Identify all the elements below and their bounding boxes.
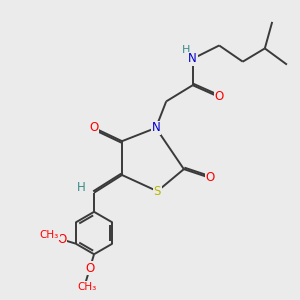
Text: N: N — [152, 122, 160, 134]
Text: S: S — [154, 185, 161, 198]
Text: N: N — [188, 52, 197, 65]
Text: O: O — [85, 262, 94, 275]
Text: O: O — [89, 122, 99, 134]
Text: CH₃: CH₃ — [77, 281, 96, 292]
Text: CH₃: CH₃ — [40, 230, 59, 240]
Text: O: O — [57, 233, 66, 246]
Text: O: O — [214, 91, 224, 103]
Text: H: H — [76, 181, 85, 194]
Text: O: O — [206, 172, 215, 184]
Text: H: H — [182, 46, 190, 56]
